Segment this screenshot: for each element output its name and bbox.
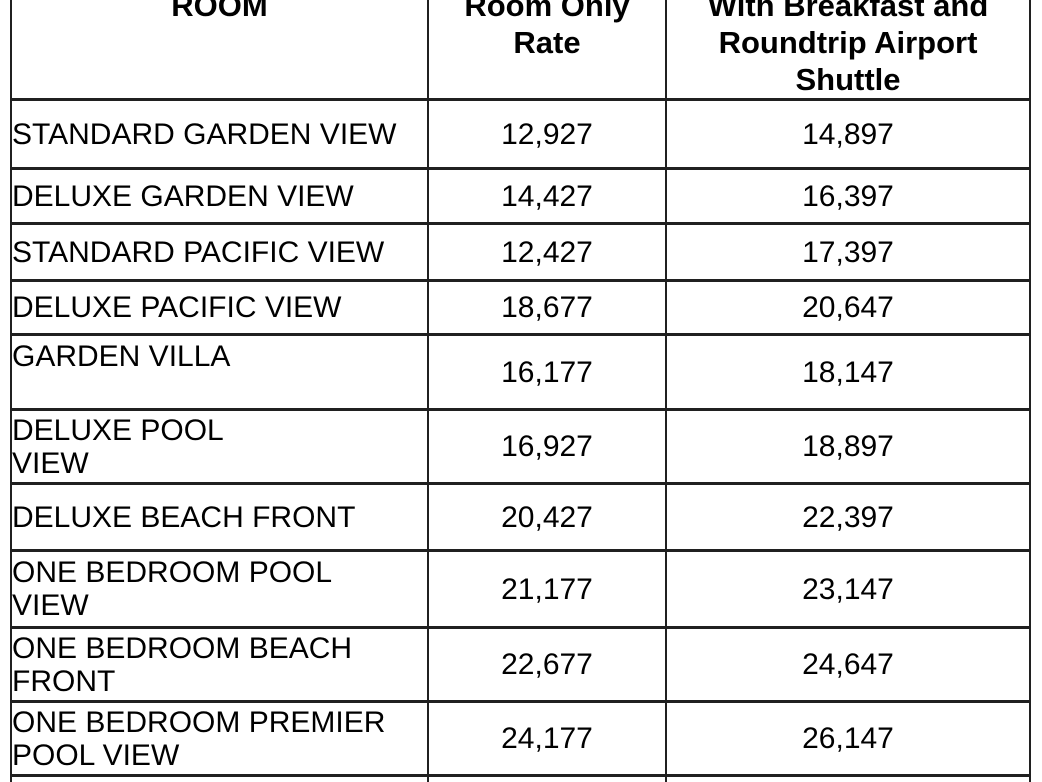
room-name: ONE BEDROOM BEACH FRONT (10, 629, 429, 703)
room-only-rate: 16,927 (429, 411, 667, 485)
with-breakfast-rate: 20,647 (667, 282, 1031, 336)
with-breakfast-rate: 17,397 (667, 225, 1031, 282)
room-name: DELUXE POOL VIEW (10, 411, 429, 485)
table-row-partial (10, 777, 1031, 782)
room-only-rate: 20,427 (429, 485, 667, 552)
room-only-rate: 12,927 (429, 101, 667, 170)
room-only-rate: 22,677 (429, 629, 667, 703)
room-only-rate: 12,427 (429, 225, 667, 282)
table-row: STANDARD PACIFIC VIEW 12,427 17,397 (10, 225, 1031, 282)
room-name: STANDARD GARDEN VIEW (10, 101, 429, 170)
column-header-room-only-rate: Room Only Rate (429, 0, 667, 101)
room-only-rate: 16,177 (429, 336, 667, 411)
with-breakfast-rate (667, 777, 1031, 782)
room-name: ONE BEDROOM POOL VIEW (10, 552, 429, 629)
with-breakfast-rate: 16,397 (667, 170, 1031, 225)
room-name: ONE BEDROOM PREMIER POOL VIEW (10, 703, 429, 777)
with-breakfast-rate: 23,147 (667, 552, 1031, 629)
room-rates-table: ROOM Room Only Rate With Breakfast and R… (10, 0, 1031, 782)
table-row: DELUXE BEACH FRONT 20,427 22,397 (10, 485, 1031, 552)
with-breakfast-rate: 22,397 (667, 485, 1031, 552)
table-row: DELUXE PACIFIC VIEW 18,677 20,647 (10, 282, 1031, 336)
table-row: GARDEN VILLA 16,177 18,147 (10, 336, 1031, 411)
table-row: DELUXE POOL VIEW 16,927 18,897 (10, 411, 1031, 485)
column-header-room: ROOM (10, 0, 429, 101)
room-only-rate: 21,177 (429, 552, 667, 629)
room-name: DELUXE GARDEN VIEW (10, 170, 429, 225)
with-breakfast-rate: 26,147 (667, 703, 1031, 777)
room-only-rate: 24,177 (429, 703, 667, 777)
table-row: ONE BEDROOM PREMIER POOL VIEW 24,177 26,… (10, 703, 1031, 777)
table-row: STANDARD GARDEN VIEW 12,927 14,897 (10, 101, 1031, 170)
table-row: ONE BEDROOM BEACH FRONT 22,677 24,647 (10, 629, 1031, 703)
room-name: STANDARD PACIFIC VIEW (10, 225, 429, 282)
column-header-with-breakfast-shuttle: With Breakfast and Roundtrip Airport Shu… (667, 0, 1031, 101)
table-row: ONE BEDROOM POOL VIEW 21,177 23,147 (10, 552, 1031, 629)
room-name: GARDEN VILLA (10, 336, 429, 411)
room-only-rate: 14,427 (429, 170, 667, 225)
room-name: DELUXE BEACH FRONT (10, 485, 429, 552)
header-row: ROOM Room Only Rate With Breakfast and R… (10, 0, 1031, 101)
with-breakfast-rate: 24,647 (667, 629, 1031, 703)
with-breakfast-rate: 18,897 (667, 411, 1031, 485)
with-breakfast-rate: 14,897 (667, 101, 1031, 170)
room-name: DELUXE PACIFIC VIEW (10, 282, 429, 336)
room-only-rate: 18,677 (429, 282, 667, 336)
table-row: DELUXE GARDEN VIEW 14,427 16,397 (10, 170, 1031, 225)
with-breakfast-rate: 18,147 (667, 336, 1031, 411)
room-only-rate (429, 777, 667, 782)
room-name (10, 777, 429, 782)
